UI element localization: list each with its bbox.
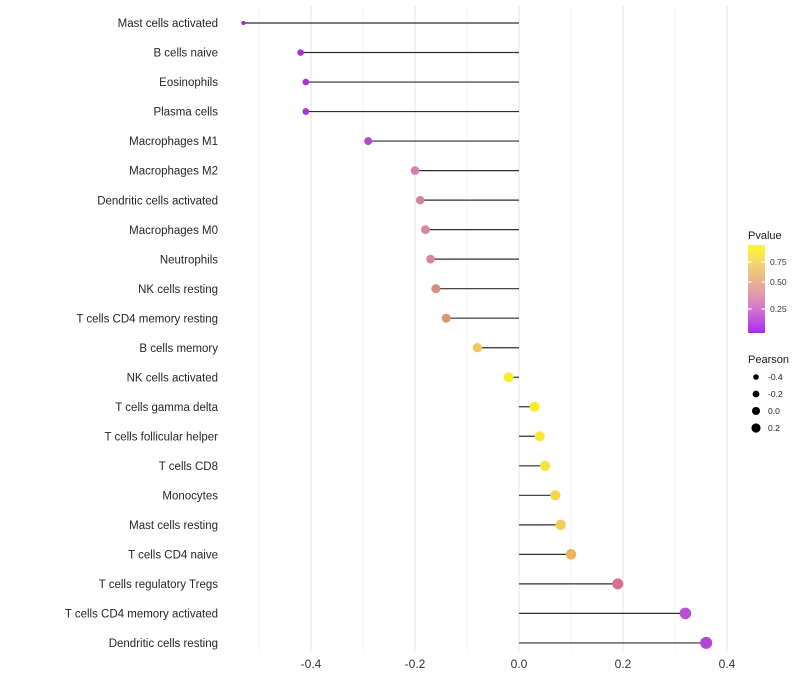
pearson-size-label: 0.2 [768, 423, 780, 433]
lollipop-dot [529, 401, 540, 412]
y-axis-label: Eosinophils [159, 77, 218, 89]
y-axis-label: T cells CD4 naive [128, 550, 218, 562]
y-axis-label: Macrophages M1 [129, 136, 218, 148]
lollipop-dot [700, 636, 713, 649]
pearson-size-dot [753, 374, 759, 380]
lollipop-dot [302, 78, 310, 86]
lollipop-dot [426, 254, 435, 264]
lollipop-dot [441, 313, 451, 323]
y-axis-label: T cells CD4 memory activated [65, 609, 218, 621]
x-axis-tick-label: 0.0 [511, 657, 528, 671]
y-axis-label: B cells naive [153, 48, 218, 60]
pearson-size-dot [751, 423, 761, 433]
y-axis-label: Plasma cells [153, 107, 218, 119]
lollipop-dot [503, 372, 514, 383]
pearson-size-dot [752, 407, 760, 415]
pvalue-tick-label: 0.25 [770, 304, 787, 314]
y-axis-label: Mast cells activated [118, 18, 218, 30]
lollipop-dot [297, 49, 304, 56]
x-axis-tick-label: -0.2 [405, 657, 426, 671]
pearson-size-label: -0.2 [768, 389, 783, 399]
x-axis-tick-label: 0.4 [719, 657, 736, 671]
lollipop-dot [415, 195, 425, 205]
y-axis-label: Neutrophils [160, 254, 218, 266]
lollipop-dot [241, 21, 246, 25]
lollipop-dot [431, 284, 441, 294]
pvalue-gradient-bar [748, 245, 765, 333]
lollipop-dot [555, 519, 566, 531]
lollipop-dot [364, 137, 373, 146]
lollipop-dot [612, 578, 624, 590]
lollipop-dot [565, 549, 577, 560]
y-axis-label: Macrophages M2 [129, 166, 218, 178]
lollipop-dot [472, 343, 483, 353]
y-axis-label: T cells follicular helper [104, 431, 218, 443]
y-axis-label: Macrophages M0 [129, 225, 218, 237]
pvalue-bar-tick [761, 261, 765, 263]
pvalue-tick-label: 0.75 [770, 257, 787, 267]
pvalue-bar-tick [748, 261, 752, 263]
x-axis-tick-label: -0.4 [301, 657, 322, 671]
lollipop-dot [550, 490, 561, 501]
y-axis-label: Mast cells resting [129, 520, 218, 532]
y-axis-label: T cells CD8 [159, 461, 218, 473]
pvalue-bar-tick [761, 308, 765, 310]
y-axis-label: NK cells resting [138, 284, 218, 296]
lollipop-dot [534, 431, 545, 442]
pearson-size-label: -0.4 [768, 372, 783, 382]
lollipop-dot [539, 460, 551, 471]
y-axis-label: B cells memory [139, 343, 218, 355]
lollipop-dot [421, 225, 430, 235]
pearson-size-dot [752, 390, 760, 398]
pvalue-legend-title: Pvalue [748, 230, 782, 242]
pearson-legend-title: Pearson [748, 354, 789, 366]
y-axis-label: Dendritic cells activated [97, 195, 218, 207]
y-axis-label: T cells regulatory Tregs [99, 579, 219, 591]
pearson-size-label: 0.0 [768, 406, 780, 416]
x-axis-tick-label: 0.2 [615, 657, 632, 671]
y-axis-label: T cells CD4 memory resting [76, 313, 218, 325]
pvalue-bar-tick [748, 308, 752, 310]
lollipop-dot [679, 607, 692, 620]
y-axis-label: T cells gamma delta [115, 402, 218, 414]
pvalue-bar-tick [748, 281, 752, 283]
y-axis-label: NK cells activated [127, 372, 218, 384]
lollipop-dot [410, 166, 420, 175]
pvalue-bar-tick [761, 281, 765, 283]
lollipop-dot [302, 108, 310, 115]
y-axis-label: Monocytes [162, 490, 218, 502]
pvalue-tick-label: 0.50 [770, 277, 787, 287]
y-axis-label: Dendritic cells resting [109, 638, 218, 650]
